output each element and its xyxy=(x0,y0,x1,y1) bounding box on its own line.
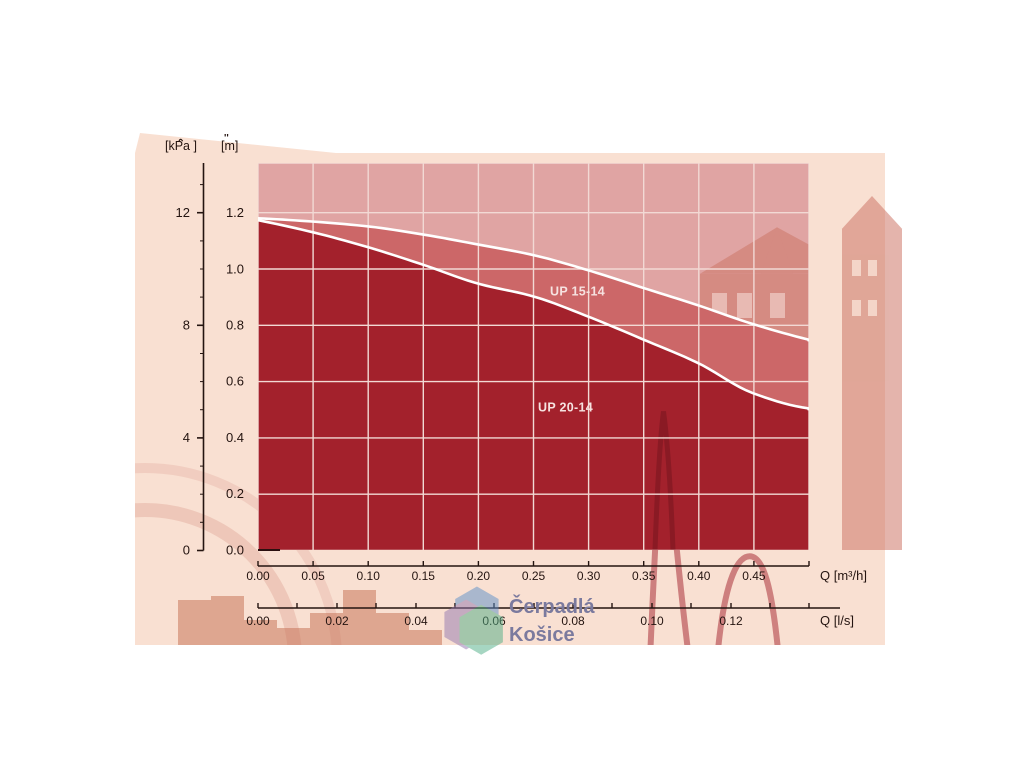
svg-text:0.40: 0.40 xyxy=(687,569,711,583)
svg-text:8: 8 xyxy=(183,317,190,332)
svg-text:0.05: 0.05 xyxy=(301,569,325,583)
svg-text:12: 12 xyxy=(176,205,190,220)
svg-text:0.35: 0.35 xyxy=(632,569,656,583)
svg-text:0.0: 0.0 xyxy=(226,543,244,558)
svg-text:0.6: 0.6 xyxy=(226,374,244,389)
svg-text:UP 20-14: UP 20-14 xyxy=(538,401,593,415)
svg-text:Q [l/s]: Q [l/s] xyxy=(820,613,854,628)
svg-text:0.30: 0.30 xyxy=(577,569,601,583)
svg-text:0.45: 0.45 xyxy=(742,569,766,583)
svg-text:0: 0 xyxy=(183,543,190,558)
svg-text:1.0: 1.0 xyxy=(226,261,244,276)
svg-text:0.00: 0.00 xyxy=(246,614,270,628)
svg-text:0.02: 0.02 xyxy=(325,614,349,628)
svg-text:Q [m³/h]: Q [m³/h] xyxy=(820,568,867,583)
svg-text:1.2: 1.2 xyxy=(226,205,244,220)
svg-text:UP 15-14: UP 15-14 xyxy=(550,285,605,299)
svg-text:0.10: 0.10 xyxy=(640,614,664,628)
svg-text:0.04: 0.04 xyxy=(404,614,428,628)
svg-text:Čerpadlá: Čerpadlá xyxy=(509,594,595,618)
svg-text:0.10: 0.10 xyxy=(357,569,381,583)
svg-text:0.20: 0.20 xyxy=(467,569,491,583)
svg-text:Košice: Košice xyxy=(509,624,575,646)
svg-text:0.2: 0.2 xyxy=(226,486,244,501)
svg-text:0.15: 0.15 xyxy=(412,569,436,583)
svg-text:'': '' xyxy=(224,133,229,144)
svg-text:0.00: 0.00 xyxy=(246,569,270,583)
svg-text:0.4: 0.4 xyxy=(226,430,244,445)
svg-text:0.8: 0.8 xyxy=(226,317,244,332)
svg-text:[kPa ]: [kPa ] xyxy=(165,139,197,153)
svg-text:0.12: 0.12 xyxy=(719,614,743,628)
svg-text:0.25: 0.25 xyxy=(522,569,546,583)
svg-text:4: 4 xyxy=(183,430,190,445)
